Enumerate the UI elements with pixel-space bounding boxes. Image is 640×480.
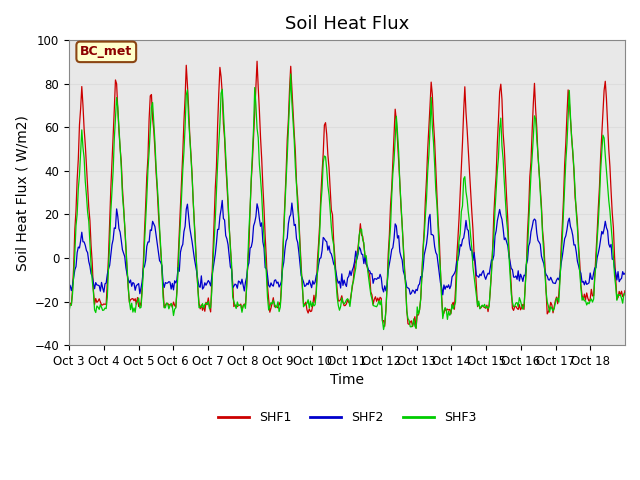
SHF3: [476, 306, 484, 312]
SHF1: [412, 325, 420, 331]
SHF3: [287, 71, 294, 77]
X-axis label: Time: Time: [330, 373, 364, 387]
SHF2: [621, 270, 629, 276]
SHF1: [301, 302, 308, 308]
SHF2: [65, 281, 73, 287]
SHF1: [65, 301, 73, 307]
SHF1: [253, 59, 261, 64]
SHF3: [238, 310, 246, 315]
SHF1: [378, 296, 385, 301]
SHF2: [439, 292, 447, 298]
SHF3: [378, 298, 385, 303]
SHF2: [218, 198, 226, 204]
SHF2: [404, 285, 412, 291]
Line: SHF2: SHF2: [69, 201, 625, 295]
Y-axis label: Soil Heat Flux ( W/m2): Soil Heat Flux ( W/m2): [15, 115, 29, 271]
Legend: SHF1, SHF2, SHF3: SHF1, SHF2, SHF3: [213, 407, 481, 430]
Line: SHF1: SHF1: [69, 61, 625, 328]
Line: SHF3: SHF3: [69, 74, 625, 330]
SHF2: [378, 275, 385, 281]
SHF3: [301, 302, 308, 308]
SHF3: [405, 318, 413, 324]
SHF3: [380, 327, 387, 333]
SHF1: [404, 321, 412, 326]
SHF2: [239, 282, 247, 288]
SHF1: [476, 305, 484, 311]
SHF3: [65, 309, 73, 314]
Text: BC_met: BC_met: [80, 46, 132, 59]
SHF1: [238, 308, 246, 313]
SHF2: [301, 284, 308, 289]
Title: Soil Heat Flux: Soil Heat Flux: [285, 15, 409, 33]
SHF3: [621, 290, 629, 296]
SHF2: [572, 249, 580, 255]
SHF3: [572, 210, 580, 216]
SHF1: [621, 288, 629, 294]
SHF1: [572, 206, 580, 212]
SHF2: [476, 271, 484, 277]
